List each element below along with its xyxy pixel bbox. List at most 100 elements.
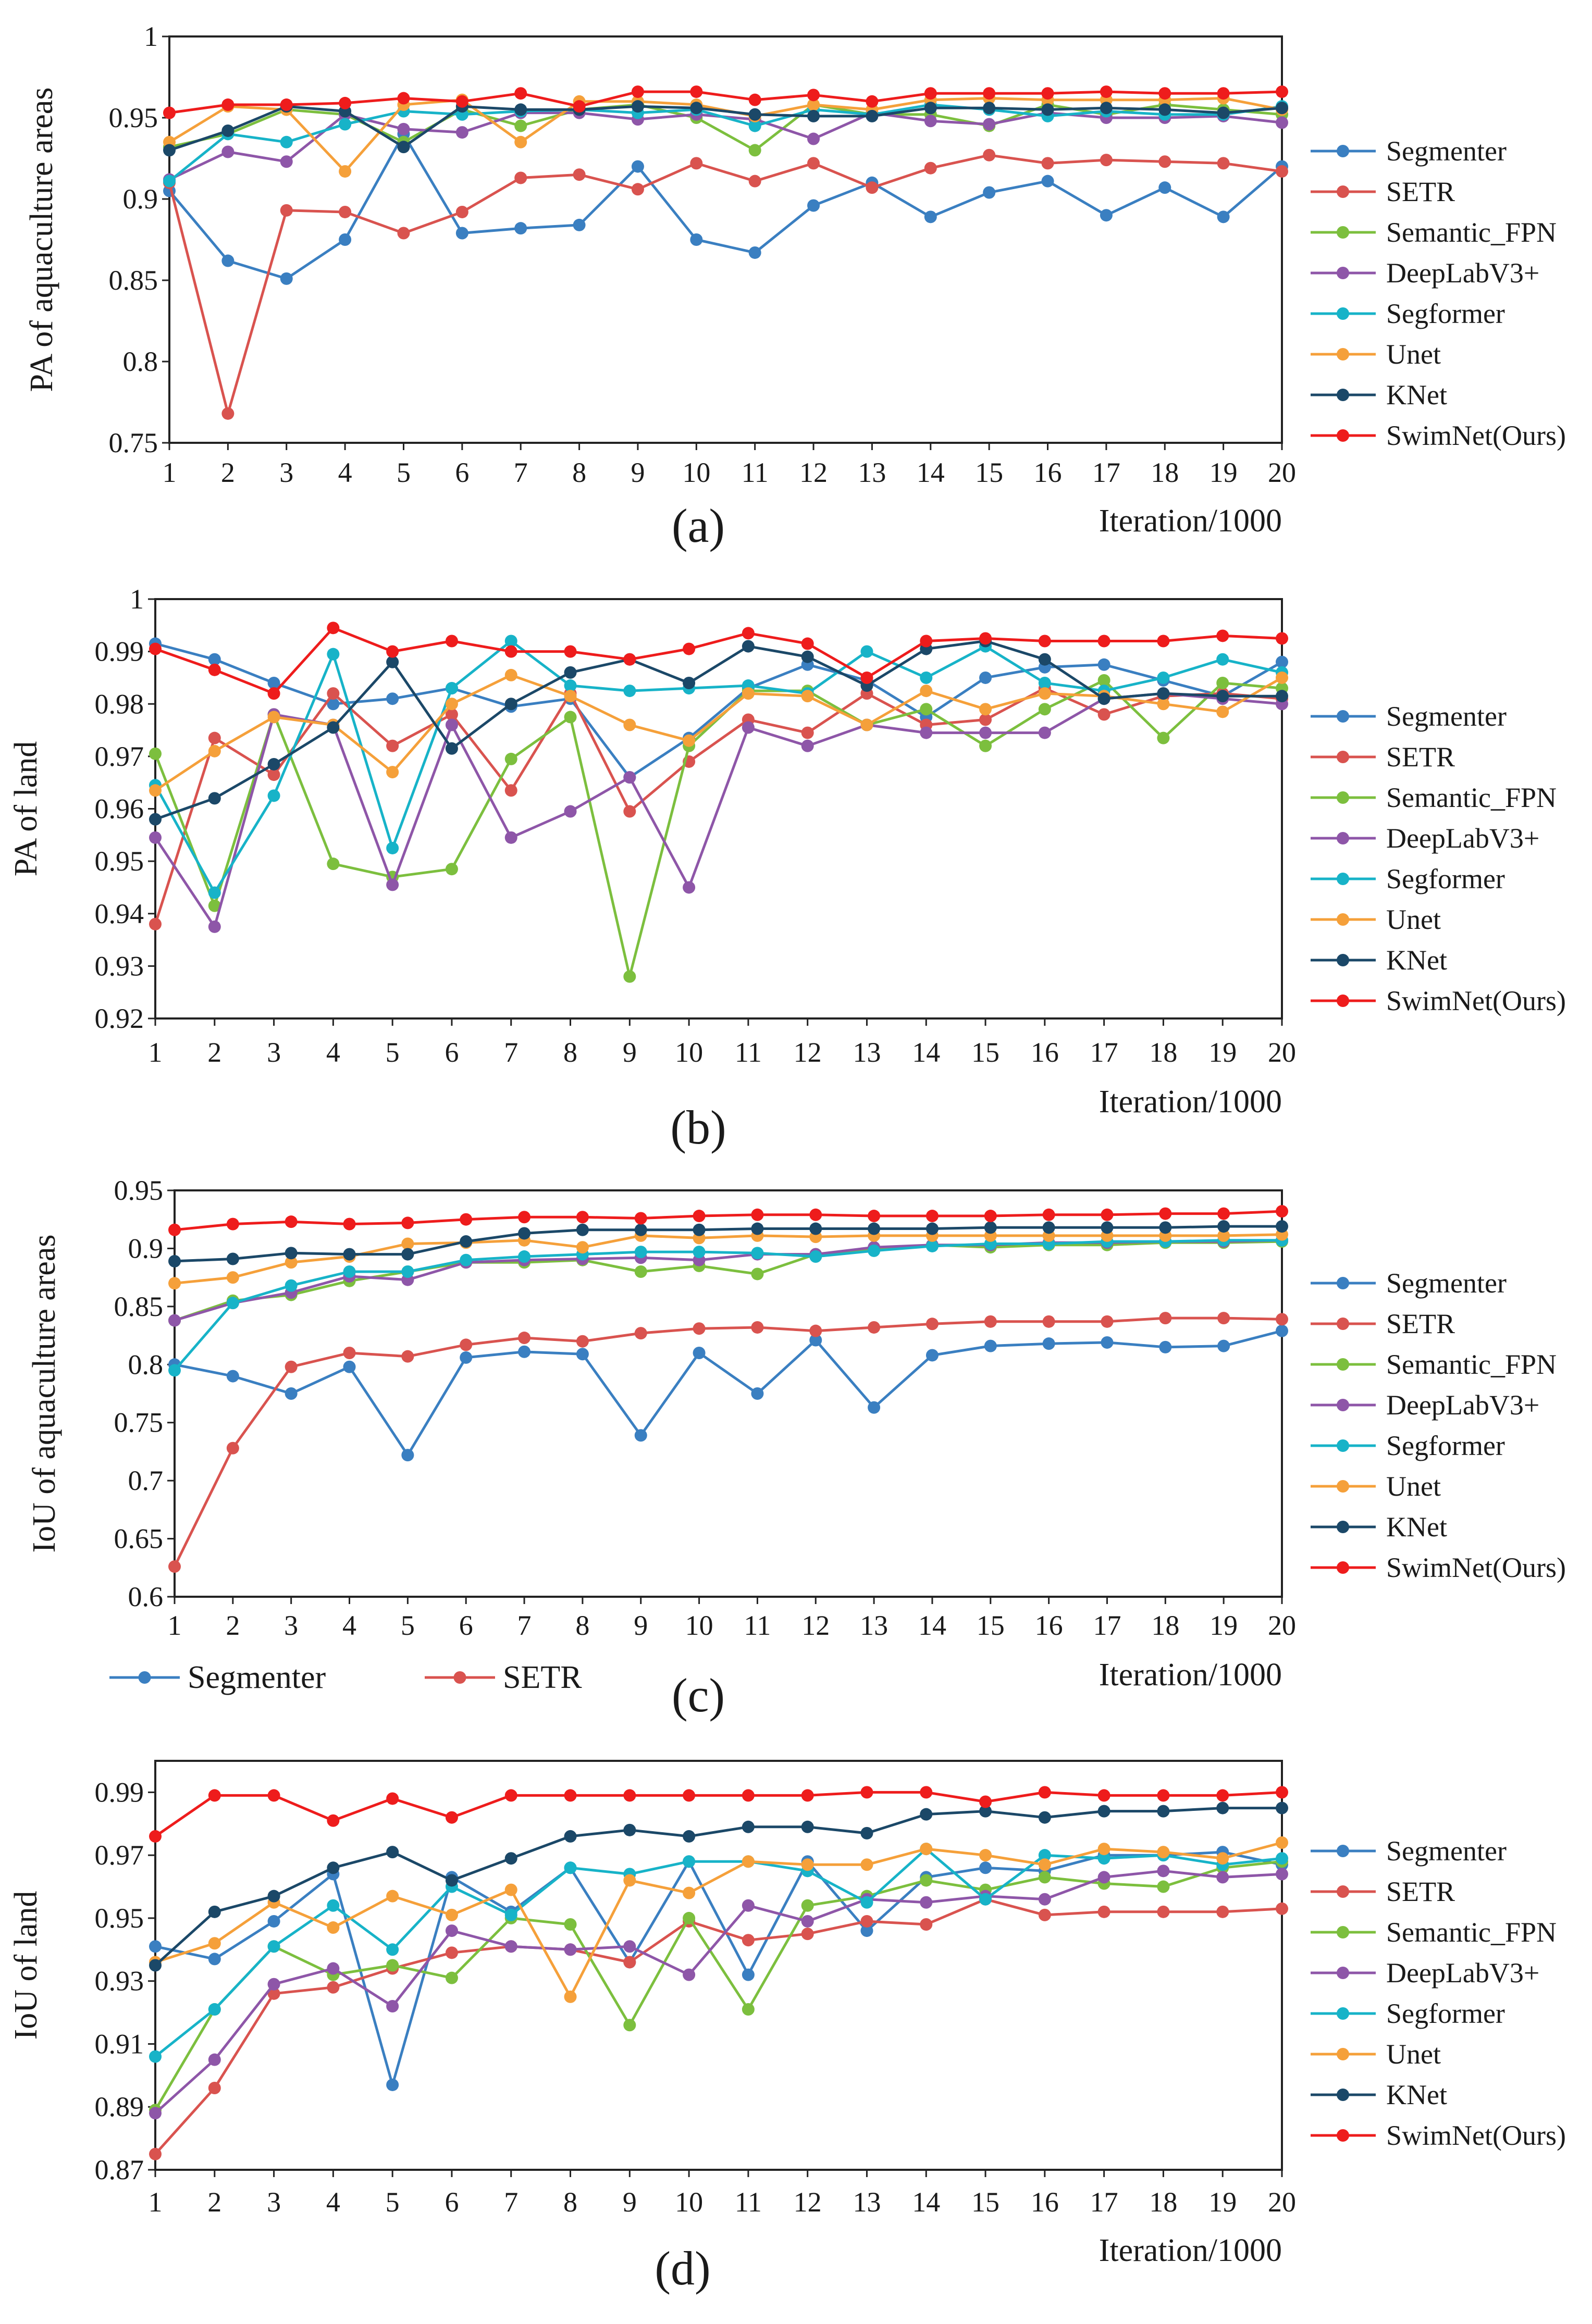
legend-swatch-marker bbox=[1337, 2007, 1349, 2020]
data-point bbox=[920, 685, 933, 698]
x-tick-label: 14 bbox=[918, 1610, 946, 1641]
data-point bbox=[455, 205, 468, 218]
data-point bbox=[925, 1318, 939, 1331]
data-point bbox=[267, 1987, 280, 2000]
data-point bbox=[690, 102, 703, 115]
data-point bbox=[1276, 1868, 1288, 1881]
data-point bbox=[683, 1968, 696, 1981]
x-tick-label: 6 bbox=[445, 1037, 459, 1068]
y-tick-label: 0.94 bbox=[95, 898, 144, 929]
x-tick-label: 1 bbox=[163, 457, 177, 488]
y-tick-label: 0.95 bbox=[109, 102, 158, 133]
y-tick-label: 0.89 bbox=[95, 2091, 144, 2122]
data-point bbox=[983, 186, 996, 199]
data-point bbox=[518, 1250, 531, 1263]
data-point bbox=[742, 1855, 755, 1868]
data-point bbox=[623, 970, 636, 983]
data-point bbox=[208, 2003, 221, 2016]
y-tick-label: 0.85 bbox=[109, 265, 158, 296]
data-point bbox=[983, 148, 996, 161]
data-point bbox=[1276, 1801, 1288, 1815]
data-point bbox=[267, 711, 280, 724]
data-point bbox=[401, 1350, 414, 1363]
data-point bbox=[807, 199, 820, 212]
series-segmenter bbox=[168, 1324, 1288, 1462]
data-point bbox=[576, 1223, 589, 1236]
data-point bbox=[149, 642, 162, 655]
plot-frame bbox=[174, 1189, 1283, 1598]
data-point bbox=[748, 144, 761, 157]
data-point bbox=[866, 95, 879, 108]
x-tick-label: 18 bbox=[1151, 457, 1179, 488]
legend-label: SETR bbox=[1386, 176, 1455, 207]
data-point bbox=[455, 126, 468, 139]
data-point bbox=[742, 2003, 755, 2016]
data-point bbox=[339, 233, 352, 246]
legend-swatch-marker bbox=[1337, 1967, 1349, 1979]
x-tick-label: 10 bbox=[675, 1037, 703, 1068]
data-point bbox=[920, 1843, 933, 1856]
x-tick-label: 3 bbox=[284, 1610, 298, 1641]
data-point bbox=[168, 1560, 181, 1573]
data-point bbox=[1157, 698, 1170, 711]
x-tick-label: 20 bbox=[1268, 2186, 1296, 2218]
data-point bbox=[1157, 1905, 1170, 1918]
legend-swatch-marker bbox=[1337, 913, 1349, 926]
data-point bbox=[801, 1915, 814, 1928]
data-point bbox=[514, 103, 527, 116]
legend-swatch-marker bbox=[1337, 1521, 1349, 1533]
x-tick-label: 1 bbox=[149, 1037, 163, 1068]
series-line-unet bbox=[154, 674, 1283, 792]
series-semantic-fpn bbox=[149, 674, 1288, 983]
data-point bbox=[1100, 154, 1113, 167]
data-point bbox=[623, 653, 636, 666]
legend-item-setr: SETR bbox=[1311, 1308, 1455, 1339]
data-point bbox=[983, 118, 996, 131]
data-point bbox=[751, 1208, 764, 1221]
data-point bbox=[163, 144, 176, 157]
data-point bbox=[1038, 1871, 1051, 1884]
data-point bbox=[1042, 1337, 1055, 1350]
data-point bbox=[221, 254, 235, 267]
data-point bbox=[339, 205, 352, 218]
x-tick-label: 9 bbox=[623, 2186, 637, 2218]
data-point bbox=[445, 742, 458, 755]
data-point bbox=[623, 1874, 636, 1887]
x-axis-label: Iteration/1000 bbox=[1099, 1657, 1282, 1693]
data-point bbox=[801, 637, 814, 650]
data-point bbox=[327, 1962, 340, 1975]
legend-item-segformer: Segformer bbox=[1311, 298, 1505, 329]
legend-label: KNet bbox=[1386, 379, 1447, 411]
x-axis-label: Iteration/1000 bbox=[1099, 503, 1282, 539]
legend-swatch-marker bbox=[1337, 2089, 1349, 2101]
data-point bbox=[1159, 1207, 1172, 1220]
data-point bbox=[386, 739, 399, 752]
y-tick-label: 0.85 bbox=[114, 1291, 164, 1322]
legend-label: SETR bbox=[1386, 1308, 1455, 1339]
legend-swatch-marker bbox=[1337, 1277, 1349, 1289]
data-point bbox=[401, 1265, 414, 1278]
data-point bbox=[504, 645, 517, 658]
series-deeplabv3 bbox=[149, 1865, 1288, 2120]
data-point bbox=[1159, 1221, 1172, 1234]
data-point bbox=[924, 87, 937, 100]
x-tick-label: 16 bbox=[1034, 457, 1062, 488]
x-tick-label: 16 bbox=[1035, 1610, 1063, 1641]
y-tick-label: 0.96 bbox=[95, 793, 144, 825]
x-tick-label: 4 bbox=[326, 2186, 340, 2218]
legend-label: DeepLabV3+ bbox=[1386, 1389, 1539, 1421]
y-tick-label: 0.75 bbox=[114, 1407, 164, 1438]
y-tick-label: 0.99 bbox=[95, 1776, 144, 1808]
x-tick-label: 8 bbox=[572, 457, 586, 488]
data-point bbox=[280, 155, 293, 168]
data-point bbox=[1276, 1205, 1288, 1218]
series-line-knet bbox=[174, 1225, 1282, 1263]
data-point bbox=[860, 1915, 873, 1928]
legend-label: Segformer bbox=[1386, 1998, 1505, 2029]
data-point bbox=[1276, 85, 1288, 98]
data-point bbox=[924, 161, 937, 175]
legend-label: Segformer bbox=[1386, 298, 1505, 329]
data-point bbox=[751, 1387, 764, 1400]
data-point bbox=[984, 1339, 997, 1352]
data-point bbox=[514, 119, 527, 132]
